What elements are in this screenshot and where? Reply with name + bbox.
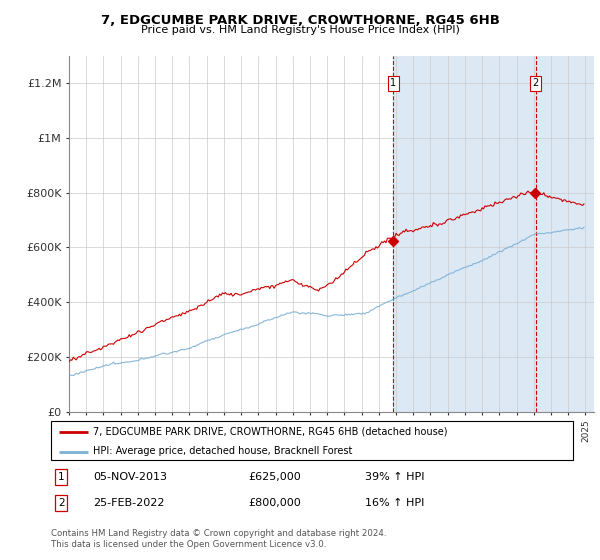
Text: Price paid vs. HM Land Registry's House Price Index (HPI): Price paid vs. HM Land Registry's House …	[140, 25, 460, 35]
Text: HPI: Average price, detached house, Bracknell Forest: HPI: Average price, detached house, Brac…	[93, 446, 352, 456]
Text: 16% ↑ HPI: 16% ↑ HPI	[365, 498, 424, 508]
Text: 2: 2	[533, 78, 539, 88]
Text: 7, EDGCUMBE PARK DRIVE, CROWTHORNE, RG45 6HB: 7, EDGCUMBE PARK DRIVE, CROWTHORNE, RG45…	[101, 14, 499, 27]
Text: 7, EDGCUMBE PARK DRIVE, CROWTHORNE, RG45 6HB (detached house): 7, EDGCUMBE PARK DRIVE, CROWTHORNE, RG45…	[93, 427, 448, 437]
Text: £800,000: £800,000	[248, 498, 301, 508]
Text: 25-FEB-2022: 25-FEB-2022	[93, 498, 164, 508]
FancyBboxPatch shape	[50, 421, 574, 460]
Text: £625,000: £625,000	[248, 472, 301, 482]
Text: 1: 1	[390, 78, 397, 88]
Bar	[393, 56, 594, 412]
Text: 05-NOV-2013: 05-NOV-2013	[93, 472, 167, 482]
Text: 1: 1	[58, 472, 65, 482]
Text: 2: 2	[58, 498, 65, 508]
Text: 39% ↑ HPI: 39% ↑ HPI	[365, 472, 424, 482]
Text: Contains HM Land Registry data © Crown copyright and database right 2024.
This d: Contains HM Land Registry data © Crown c…	[51, 529, 386, 549]
